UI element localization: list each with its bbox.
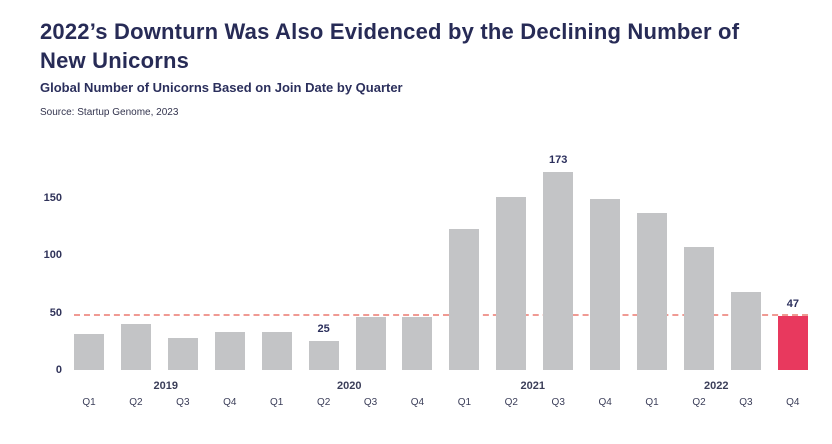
- x-tick-quarter: Q2: [316, 397, 331, 408]
- bar-column: [214, 158, 245, 370]
- x-axis-quarters: Q1 Q2 Q3 Q4 Q1 Q2 Q3 Q4 Q1 Q2 Q3 Q4 Q1 Q2 Q3 Q4: [74, 397, 808, 408]
- bar-column: [730, 158, 761, 370]
- bar-column: [449, 158, 480, 370]
- y-tick-label: 0: [55, 364, 62, 376]
- bar-column: 47: [777, 158, 808, 370]
- bar-value-label: 25: [317, 323, 330, 335]
- bar: [637, 213, 668, 370]
- plot-area: 25 173 47: [74, 154, 808, 370]
- bar-value-label: 173: [549, 154, 568, 166]
- x-tick-quarter: Q4: [223, 397, 237, 408]
- bar-column: [261, 158, 292, 370]
- x-tick-quarter: Q3: [551, 397, 565, 408]
- bar-value-label: 47: [786, 298, 799, 310]
- x-tick-year: 2021: [520, 380, 545, 392]
- x-tick-year: 2020: [337, 380, 362, 392]
- bar-column: [355, 158, 386, 370]
- x-tick-quarter: Q2: [129, 397, 143, 408]
- x-tick-quarter: Q3: [739, 397, 753, 408]
- bar-column: [496, 158, 527, 370]
- chart-main: 0 50 100 150 25 173 47: [34, 154, 808, 376]
- bar-column: [74, 158, 104, 370]
- x-tick-quarter: Q2: [504, 397, 518, 408]
- chart-subtitle: Global Number of Unicorns Based on Join …: [40, 80, 403, 96]
- bar: [543, 172, 574, 370]
- bar-column: [590, 158, 621, 370]
- bar-column: 25: [308, 158, 339, 370]
- source-note: Source: Startup Genome, 2023: [40, 107, 179, 119]
- bar: [402, 317, 433, 370]
- y-axis: 0 50 100 150: [34, 158, 74, 376]
- bar-column: [120, 158, 151, 370]
- x-tick-year: 2022: [704, 380, 729, 392]
- x-tick-quarter: Q1: [270, 397, 284, 408]
- bar-column: [402, 158, 433, 370]
- reference-line: [74, 314, 808, 316]
- bar: [496, 197, 527, 370]
- bar-highlighted: [777, 316, 808, 370]
- x-tick-quarter: Q2: [692, 397, 706, 408]
- chart-header: 2022’s Downturn Was Also Evidenced by th…: [40, 18, 740, 118]
- bar-column: [683, 158, 714, 370]
- y-tick-label: 100: [43, 249, 62, 261]
- y-tick-label: 50: [49, 307, 62, 319]
- bar: [449, 229, 480, 370]
- x-tick-quarter: Q4: [786, 397, 800, 408]
- bar: [355, 317, 386, 370]
- bar-column: [637, 158, 668, 370]
- bar: [590, 199, 621, 370]
- bar: [730, 292, 761, 370]
- bar: [261, 332, 292, 370]
- bar-column: [167, 158, 198, 370]
- x-tick-quarter: Q1: [645, 397, 659, 408]
- x-tick-quarter: Q4: [410, 397, 425, 408]
- x-tick-quarter: Q4: [598, 397, 612, 408]
- x-tick-quarter: Q1: [457, 397, 472, 408]
- x-tick-quarter: Q3: [363, 397, 378, 408]
- x-tick-quarter: Q3: [176, 397, 190, 408]
- bar: [74, 334, 104, 370]
- bar-column: 173: [543, 154, 574, 370]
- bar: [120, 324, 151, 370]
- x-tick-quarter: Q1: [82, 397, 96, 408]
- bar: [167, 338, 198, 370]
- bar-chart: 0 50 100 150 25 173 47 2019 2020 2021 2022 Q1 Q2 Q…: [34, 154, 808, 408]
- x-axis-years: 2019 2020 2021 2022: [74, 380, 808, 392]
- bar: [308, 341, 339, 370]
- y-tick-label: 150: [43, 192, 62, 204]
- x-tick-year: 2019: [153, 380, 178, 392]
- page-title: 2022’s Downturn Was Also Evidenced by th…: [40, 19, 740, 73]
- bar: [683, 247, 714, 370]
- bars-container: 25 173 47: [74, 154, 808, 370]
- bar: [214, 332, 245, 370]
